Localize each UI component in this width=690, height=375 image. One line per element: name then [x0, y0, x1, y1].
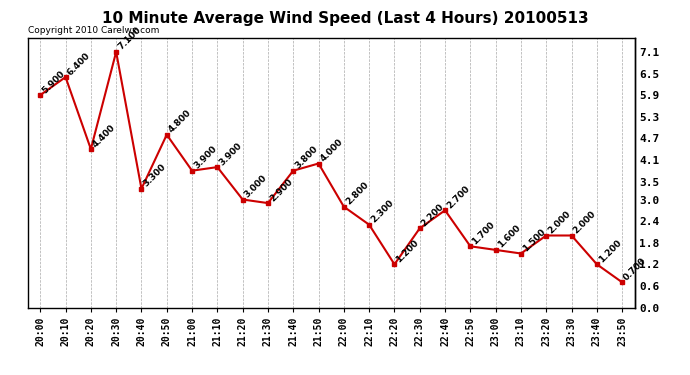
Text: 1.200: 1.200 [395, 238, 421, 264]
Text: 5.900: 5.900 [40, 69, 67, 95]
Text: 4.800: 4.800 [167, 108, 193, 135]
Text: 1.700: 1.700 [471, 220, 497, 246]
Text: 3.900: 3.900 [192, 144, 219, 171]
Text: 4.400: 4.400 [91, 123, 117, 149]
Text: 3.000: 3.000 [243, 173, 269, 200]
Text: 0.700: 0.700 [622, 256, 649, 282]
Text: 2.800: 2.800 [344, 180, 370, 207]
Text: 7.100: 7.100 [116, 26, 143, 52]
Text: 3.800: 3.800 [293, 144, 319, 171]
Text: 2.300: 2.300 [369, 198, 395, 225]
Text: 1.500: 1.500 [521, 227, 547, 254]
Text: 3.300: 3.300 [141, 162, 168, 189]
Text: 2.200: 2.200 [420, 202, 446, 228]
Text: 2.900: 2.900 [268, 177, 295, 203]
Text: 2.000: 2.000 [571, 209, 598, 236]
Text: 4.000: 4.000 [319, 137, 345, 164]
Text: 3.900: 3.900 [217, 141, 244, 167]
Text: 2.000: 2.000 [546, 209, 573, 236]
Text: Copyright 2010 Carelwx.com: Copyright 2010 Carelwx.com [28, 26, 159, 35]
Text: 1.600: 1.600 [495, 224, 522, 250]
Text: 10 Minute Average Wind Speed (Last 4 Hours) 20100513: 10 Minute Average Wind Speed (Last 4 Hou… [101, 11, 589, 26]
Text: 6.400: 6.400 [66, 51, 92, 77]
Text: 2.700: 2.700 [445, 184, 471, 210]
Text: 1.200: 1.200 [597, 238, 623, 264]
